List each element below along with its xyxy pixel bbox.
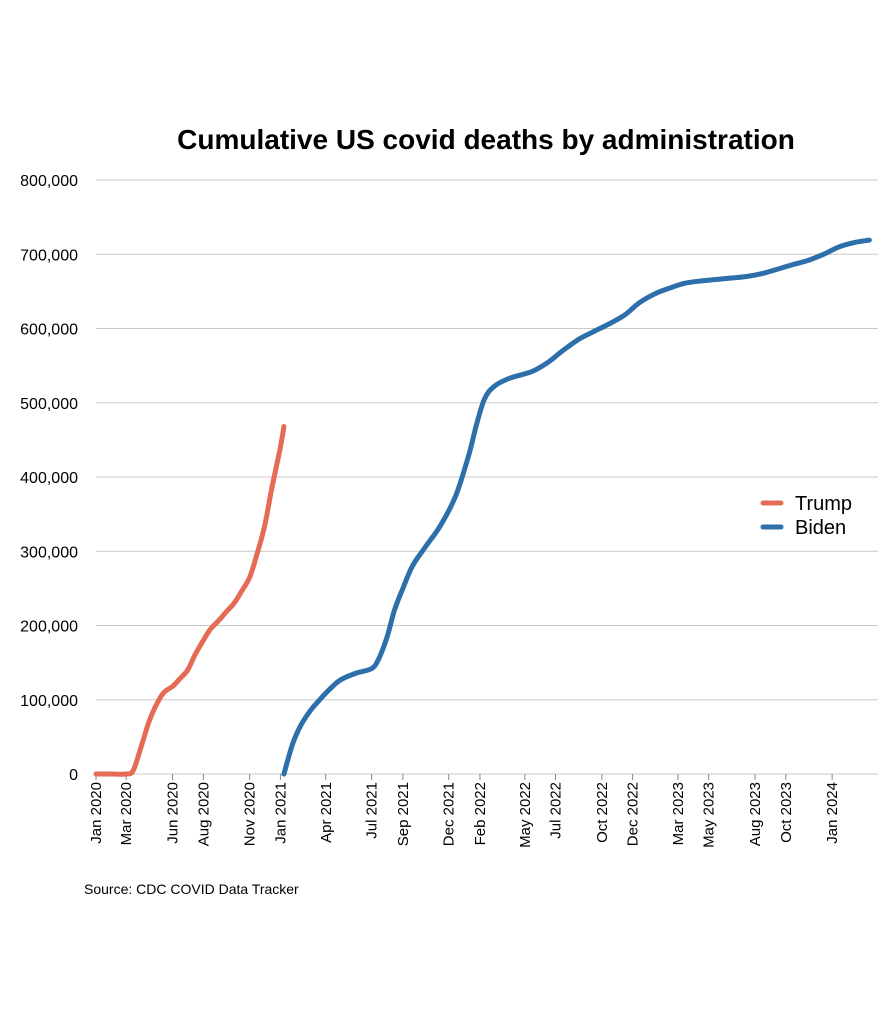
series-line-trump	[93, 424, 287, 777]
y-tick-label: 600,000	[20, 322, 78, 339]
x-tick-label: Jul 2021	[364, 782, 381, 839]
x-tick-label: Jul 2022	[548, 782, 565, 839]
x-tick-label: Mar 2023	[670, 782, 687, 845]
series-line-biden	[281, 237, 872, 777]
y-tick-label: 100,000	[20, 693, 78, 710]
y-tick-label: 700,000	[20, 247, 78, 264]
x-tick-label: Jun 2020	[165, 782, 182, 844]
x-tick-label: Jan 2024	[824, 782, 841, 844]
x-tick-label: Mar 2020	[118, 782, 135, 845]
y-axis-ticks: 0 100,000 200,000 300,000 400,000 500,000 600,…	[20, 173, 78, 784]
y-tick-label: 0	[69, 767, 78, 784]
x-tick-label: Dec 2022	[625, 782, 642, 846]
x-tick-label: Jan 2021	[272, 782, 289, 844]
x-tick-label: Aug 2023	[747, 782, 764, 846]
x-tick-label: Oct 2023	[778, 782, 795, 843]
source-note: Source: CDC COVID Data Tracker	[84, 881, 299, 897]
chart-title: Cumulative US covid deaths by administra…	[177, 124, 795, 155]
x-tick-label: Jan 2020	[88, 782, 105, 844]
series-lines	[93, 237, 872, 777]
x-tick-label: Apr 2021	[318, 782, 335, 843]
x-tick-label: Feb 2022	[472, 782, 489, 845]
legend-label-trump: Trump	[795, 493, 852, 515]
x-tick-label: May 2022	[517, 782, 534, 848]
y-tick-label: 400,000	[20, 470, 78, 487]
y-tick-label: 800,000	[20, 173, 78, 190]
x-tick-label: Nov 2020	[242, 782, 259, 846]
x-tick-label: May 2023	[701, 782, 718, 848]
legend-label-biden: Biden	[795, 517, 846, 539]
x-axis-ticks: Jan 2020 Mar 2020 Jun 2020 Aug 2020 Nov 2020…	[88, 774, 841, 848]
x-tick-label: Aug 2020	[195, 782, 212, 846]
x-tick-label: Sep 2021	[395, 782, 412, 846]
y-tick-label: 500,000	[20, 396, 78, 413]
y-tick-label: 200,000	[20, 619, 78, 636]
x-tick-label: Dec 2021	[441, 782, 458, 846]
x-tick-label: Oct 2022	[594, 782, 611, 843]
gridlines	[96, 179, 878, 775]
y-tick-label: 300,000	[20, 544, 78, 561]
